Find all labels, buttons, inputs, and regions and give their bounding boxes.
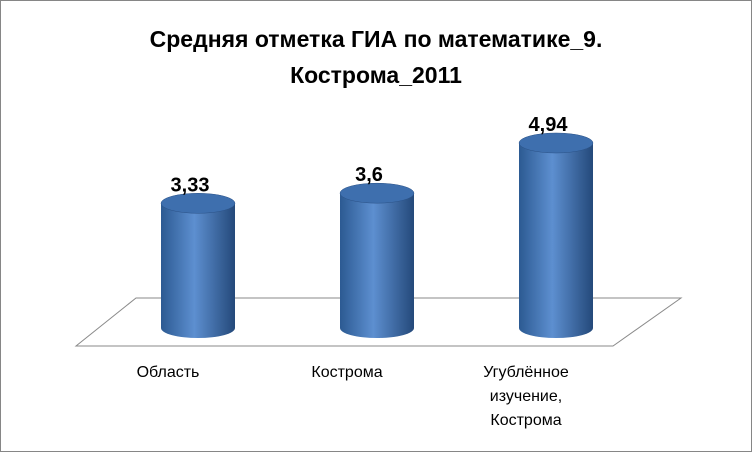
bar-body xyxy=(161,203,235,338)
x-tick-label: Область xyxy=(136,364,200,381)
bar-top xyxy=(160,193,236,214)
x-tick-label: Кострома xyxy=(311,364,383,381)
bar-top xyxy=(339,182,415,204)
value-label: 3,6 xyxy=(355,164,383,186)
bar-top xyxy=(518,132,594,154)
x-tick-label: Угублённое изучение, Кострома xyxy=(483,364,569,429)
bar xyxy=(160,193,236,338)
bar-body xyxy=(519,143,593,338)
value-label: 3,33 xyxy=(171,174,210,196)
bar xyxy=(518,132,594,338)
bar-body xyxy=(340,193,414,338)
value-label: 4,94 xyxy=(529,114,569,136)
chart-title: Средняя отметка ГИА по математике_9. Кос… xyxy=(149,26,603,88)
bar xyxy=(339,182,415,338)
